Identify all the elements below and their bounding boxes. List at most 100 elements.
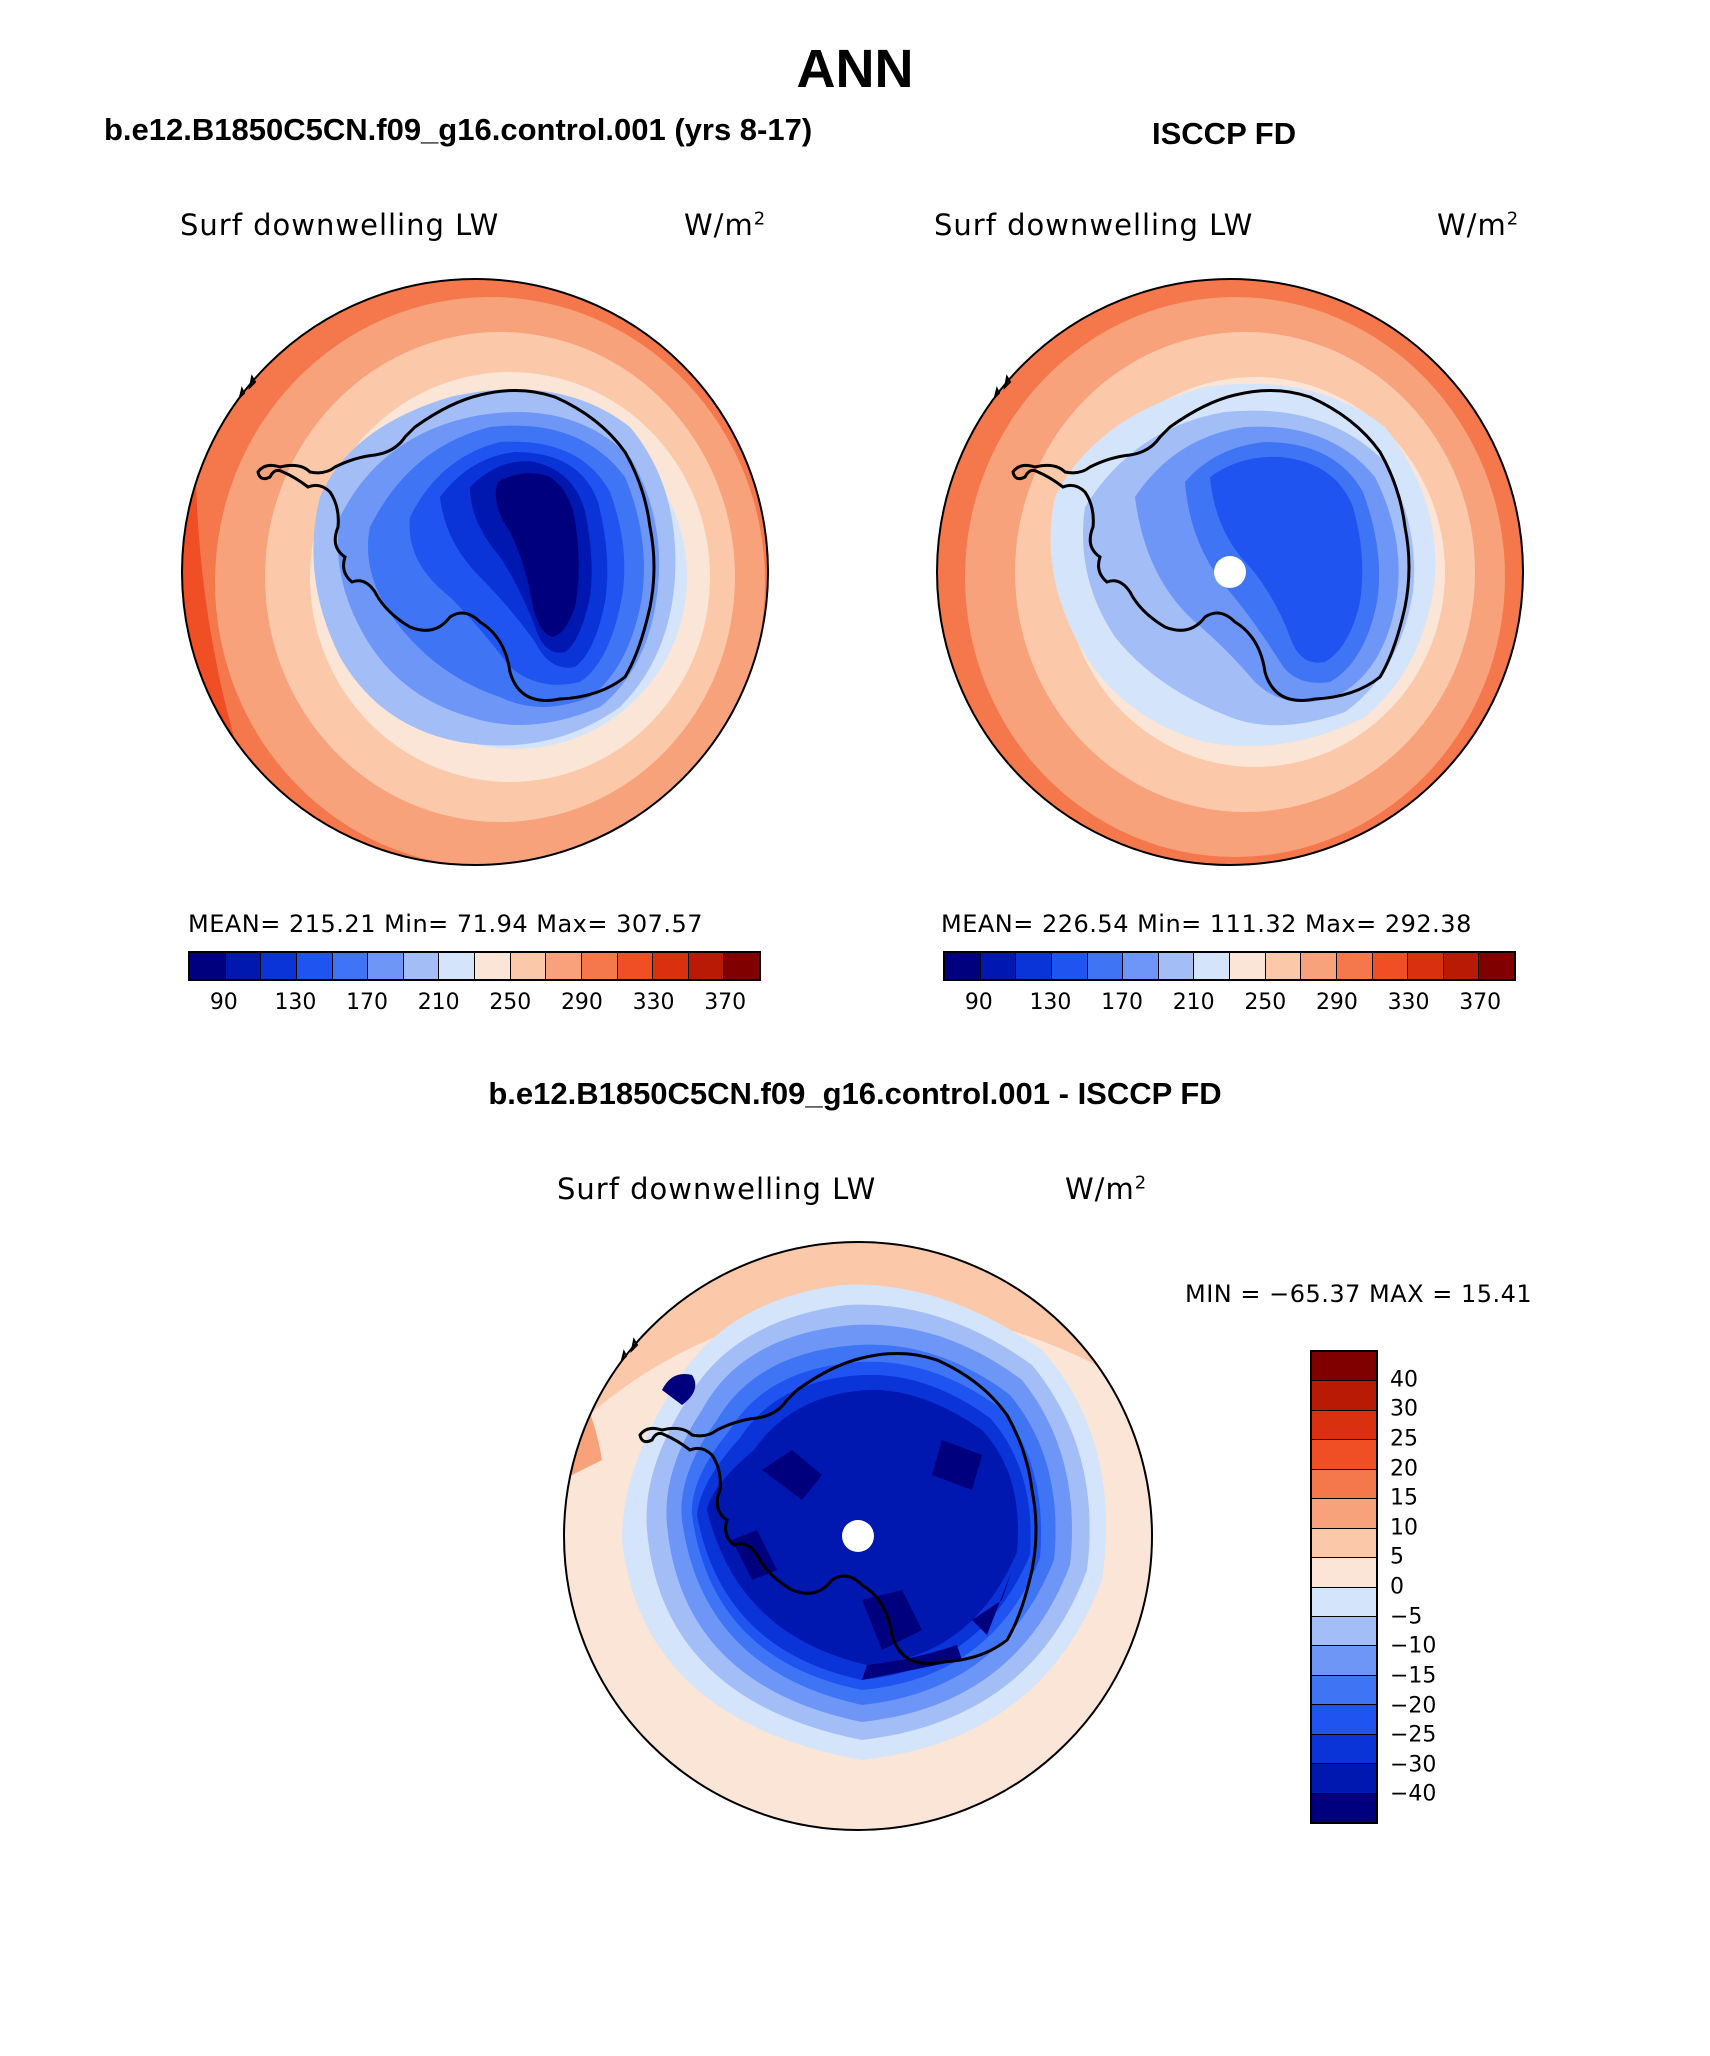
colorbar-segment xyxy=(1312,1705,1376,1735)
colorbar-tick-label: 20 xyxy=(1390,1456,1418,1481)
colorbar-tick-label: 90 xyxy=(209,990,238,1015)
colorbar-segment xyxy=(546,953,582,979)
colorbar-tick-label: 130 xyxy=(274,990,317,1015)
colorbar-tick-label: −20 xyxy=(1390,1693,1437,1718)
colorbar-segment xyxy=(190,953,226,979)
colorbar-segment xyxy=(225,953,262,979)
diff-units-label: W/m2 xyxy=(1065,1172,1148,1206)
diff-colorbar-ticks: 40 30 25 20 15 10 5 0 −5 −10 −15 −20 −25 −30 −40 xyxy=(1390,1350,1470,1824)
diff-variable-label: Surf downwelling LW xyxy=(557,1172,877,1206)
colorbar-tick-label: 210 xyxy=(417,990,460,1015)
colorbar-segment xyxy=(403,953,440,979)
colorbar-tick-label: 330 xyxy=(632,990,675,1015)
figure-title: ANN xyxy=(796,39,914,99)
pole-hole-icon xyxy=(1214,556,1246,588)
colorbar-tick-label: 5 xyxy=(1390,1544,1404,1570)
model-colorbar-ticks: 90 130 170 210 250 290 330 370 xyxy=(188,990,761,1020)
colorbar-segment xyxy=(1312,1646,1376,1676)
colorbar-segment xyxy=(617,953,654,979)
colorbar-segment xyxy=(1087,953,1124,979)
model-units-label: W/m2 xyxy=(684,208,767,242)
colorbar-segment xyxy=(945,953,981,979)
colorbar-segment xyxy=(1301,953,1337,979)
model-map xyxy=(181,278,769,866)
pole-hole-icon xyxy=(842,1520,874,1552)
colorbar-tick-label: 370 xyxy=(1459,990,1502,1015)
colorbar-tick-label: 290 xyxy=(1315,990,1358,1015)
colorbar-segment xyxy=(1312,1587,1376,1617)
diff-case-title: b.e12.B1850C5CN.f09_g16.control.001 - IS… xyxy=(488,1076,1222,1111)
colorbar-tick-label: −25 xyxy=(1390,1722,1437,1748)
colorbar-tick-label: 290 xyxy=(560,990,603,1015)
colorbar-segment xyxy=(1312,1616,1376,1647)
colorbar-segment xyxy=(1312,1440,1376,1470)
model-colorbar xyxy=(188,951,761,981)
colorbar-tick-label: 330 xyxy=(1387,990,1430,1015)
colorbar-segment xyxy=(1372,953,1409,979)
colorbar-tick-label: 370 xyxy=(704,990,747,1015)
diff-colorbar xyxy=(1310,1350,1378,1824)
obs-variable-label: Surf downwelling LW xyxy=(934,208,1254,242)
colorbar-tick-label: −30 xyxy=(1390,1752,1437,1778)
colorbar-segment xyxy=(296,953,333,979)
colorbar-tick-label: 170 xyxy=(1101,990,1144,1015)
colorbar-tick-label: 250 xyxy=(489,990,532,1015)
colorbar-tick-label: 25 xyxy=(1390,1426,1418,1452)
colorbar-segment xyxy=(1265,953,1302,979)
colorbar-segment xyxy=(1312,1734,1376,1765)
obs-case-title: ISCCP FD xyxy=(1152,116,1297,151)
colorbar-tick-label: 30 xyxy=(1390,1396,1418,1422)
colorbar-tick-label: −40 xyxy=(1390,1781,1437,1807)
colorbar-segment xyxy=(332,953,369,979)
colorbar-segment xyxy=(1336,953,1373,979)
colorbar-segment xyxy=(1158,953,1195,979)
colorbar-segment xyxy=(724,953,759,979)
colorbar-segment xyxy=(1312,1352,1376,1382)
colorbar-segment xyxy=(368,953,404,979)
colorbar-segment xyxy=(1312,1764,1376,1794)
colorbar-segment xyxy=(1312,1469,1376,1500)
colorbar-segment xyxy=(653,953,689,979)
colorbar-segment xyxy=(980,953,1017,979)
colorbar-tick-label: −15 xyxy=(1390,1663,1437,1689)
colorbar-tick-label: −10 xyxy=(1390,1633,1437,1659)
colorbar-segment xyxy=(1312,1499,1376,1529)
obs-colorbar xyxy=(943,951,1516,981)
colorbar-tick-label: 130 xyxy=(1029,990,1072,1015)
colorbar-segment xyxy=(688,953,725,979)
colorbar-tick-label: 210 xyxy=(1172,990,1215,1015)
colorbar-segment xyxy=(1312,1558,1376,1588)
colorbar-segment xyxy=(475,953,511,979)
colorbar-tick-label: −5 xyxy=(1390,1604,1423,1630)
diff-map xyxy=(563,1241,1153,1831)
colorbar-segment xyxy=(1408,953,1444,979)
colorbar-tick-label: 10 xyxy=(1390,1515,1418,1541)
colorbar-segment xyxy=(439,953,475,979)
model-case-title: b.e12.B1850C5CN.f09_g16.control.001 (yrs… xyxy=(104,112,813,147)
model-variable-label: Surf downwelling LW xyxy=(180,208,500,242)
colorbar-segment xyxy=(1016,953,1052,979)
colorbar-segment xyxy=(1194,953,1230,979)
obs-map xyxy=(936,278,1524,866)
colorbar-segment xyxy=(1051,953,1088,979)
colorbar-segment xyxy=(1443,953,1480,979)
colorbar-segment xyxy=(1312,1381,1376,1411)
colorbar-segment xyxy=(581,953,618,979)
model-stats: MEAN= 215.21 Min= 71.94 Max= 307.57 xyxy=(188,910,704,938)
colorbar-tick-label: 90 xyxy=(964,990,993,1015)
colorbar-tick-label: 40 xyxy=(1390,1367,1418,1393)
diff-stats: MIN = −65.37 MAX = 15.41 xyxy=(1185,1280,1533,1308)
colorbar-segment xyxy=(1312,1528,1376,1559)
obs-colorbar-ticks: 90 130 170 210 250 290 330 370 xyxy=(943,990,1516,1020)
obs-stats: MEAN= 226.54 Min= 111.32 Max= 292.38 xyxy=(941,910,1472,938)
colorbar-segment xyxy=(510,953,547,979)
colorbar-segment xyxy=(1312,1410,1376,1441)
colorbar-segment xyxy=(1479,953,1514,979)
colorbar-tick-label: 250 xyxy=(1244,990,1287,1015)
colorbar-segment xyxy=(261,953,297,979)
colorbar-tick-label: 0 xyxy=(1390,1574,1404,1600)
obs-units-label: W/m2 xyxy=(1437,208,1520,242)
colorbar-segment xyxy=(1312,1793,1376,1822)
colorbar-segment xyxy=(1312,1675,1376,1706)
colorbar-tick-label: 170 xyxy=(346,990,389,1015)
